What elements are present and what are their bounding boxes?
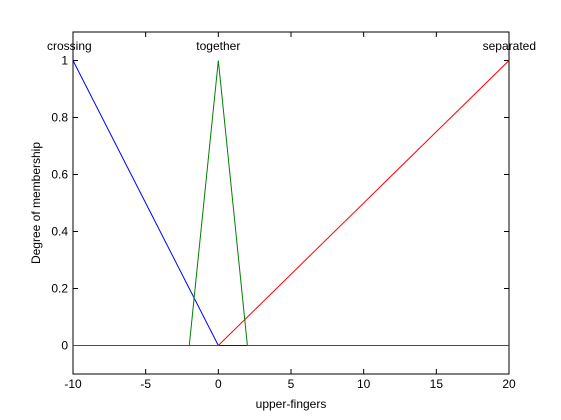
x-tick-label: -5 [140,377,151,391]
y-tick-label: 0.4 [51,225,68,239]
x-tick-label: 20 [502,377,516,391]
x-axis-label: upper-fingers [256,397,327,411]
plot-area [72,31,510,375]
series-layer [72,60,510,346]
x-tick-label: 15 [430,377,444,391]
x-tick-label: -10 [64,377,82,391]
mf-labels: crossing together separated [47,39,536,53]
y-tick-label: 0 [61,339,68,353]
x-tick-label: 5 [288,377,295,391]
y-tick-label: 0.6 [51,168,68,182]
x-tick-label: 0 [215,377,222,391]
label-separated: separated [483,39,536,53]
y-tick-label: 0.2 [51,282,68,296]
series-separated [73,60,510,346]
y-tick-label: 1 [61,54,68,68]
y-tick-label: 0.8 [51,111,68,125]
label-together: together [196,39,240,53]
y-axis-label: Degree of membership [29,142,43,264]
x-tick-label: 10 [357,377,371,391]
label-crossing: crossing [47,39,92,53]
